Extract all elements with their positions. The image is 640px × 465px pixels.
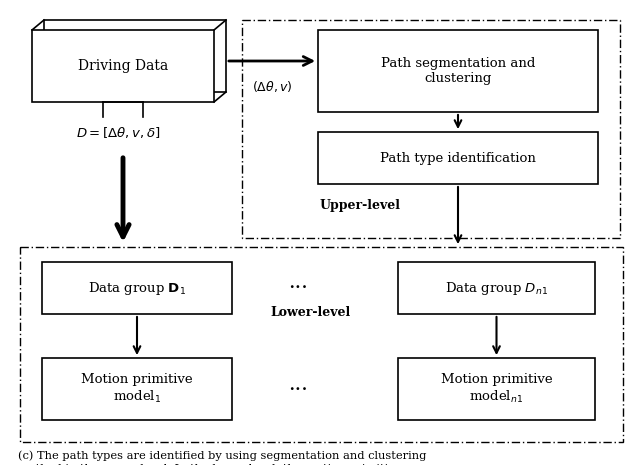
Text: Lower-level: Lower-level: [270, 306, 350, 319]
Bar: [318, 132, 598, 184]
Text: Motion primitive
model$_{n1}$: Motion primitive model$_{n1}$: [441, 373, 552, 405]
Text: ···: ···: [288, 380, 308, 399]
Text: ···: ···: [288, 279, 308, 298]
Bar: [20, 247, 623, 442]
Bar: [318, 30, 598, 112]
Bar: [398, 358, 595, 420]
Text: Path segmentation and
clustering: Path segmentation and clustering: [381, 57, 535, 85]
Bar: [398, 262, 595, 314]
Bar: [42, 358, 232, 420]
Text: Path type identification: Path type identification: [380, 152, 536, 165]
Text: (c) The path types are identified by using segmentation and clustering
method in: (c) The path types are identified by usi…: [18, 450, 430, 465]
Text: Data group $\mathbf{D}_1$: Data group $\mathbf{D}_1$: [88, 279, 186, 297]
Text: $(\Delta\theta,v)$: $(\Delta\theta,v)$: [252, 79, 292, 94]
Text: Upper-level: Upper-level: [320, 199, 401, 212]
Bar: [44, 20, 226, 92]
Bar: [42, 262, 232, 314]
Text: Motion primitive
model$_1$: Motion primitive model$_1$: [81, 373, 193, 405]
Bar: [32, 30, 214, 102]
Bar: [242, 20, 620, 238]
Text: Driving Data: Driving Data: [78, 59, 168, 73]
Text: $D=[\Delta\theta,v,\delta]$: $D=[\Delta\theta,v,\delta]$: [76, 125, 160, 140]
Text: Data group $D_{n1}$: Data group $D_{n1}$: [445, 279, 548, 297]
